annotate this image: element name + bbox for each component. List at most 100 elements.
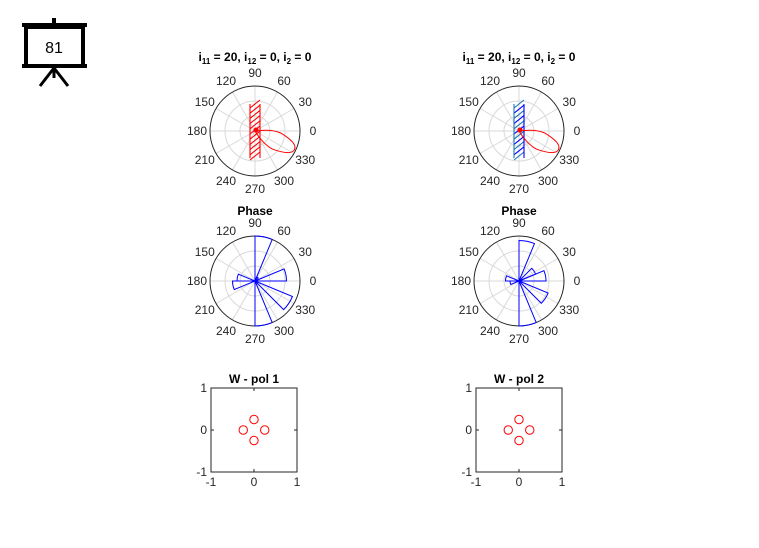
polar-grid-spoke bbox=[518, 241, 542, 282]
chart-title: i11 = 20, i12 = 0, i2 = 0 bbox=[199, 50, 312, 66]
sidelobe-hatch bbox=[513, 99, 525, 109]
phase-sector bbox=[518, 270, 547, 282]
polar-grid-spoke bbox=[496, 91, 520, 132]
angle-tick-label: 300 bbox=[538, 324, 558, 338]
data-point bbox=[503, 425, 513, 435]
angle-tick-label: 180 bbox=[187, 124, 207, 138]
phase-sector bbox=[509, 280, 520, 286]
polar-grid-spoke bbox=[518, 280, 542, 321]
chart-title: W - pol 1 bbox=[229, 372, 279, 386]
x-tick-label: 0 bbox=[251, 475, 258, 489]
polar-grid-spoke bbox=[479, 108, 520, 132]
polar-grid-spoke bbox=[518, 91, 542, 132]
polar-grid-spoke bbox=[479, 258, 520, 282]
angle-tick-label: 0 bbox=[574, 124, 581, 138]
main-lobe bbox=[254, 129, 296, 154]
sidelobe-hatch bbox=[513, 141, 525, 151]
sidelobe-hatch bbox=[249, 130, 261, 140]
y-tick-label: 0 bbox=[200, 423, 207, 437]
angle-tick-label: 180 bbox=[451, 274, 471, 288]
angle-tick-label: 120 bbox=[216, 224, 236, 238]
polar-grid-spoke bbox=[518, 280, 559, 304]
polar-grid-spoke bbox=[479, 280, 520, 304]
sidelobe-hatch bbox=[513, 109, 525, 119]
title-subscript: 2 bbox=[551, 57, 556, 66]
polar-outer-ring bbox=[473, 85, 565, 177]
angle-tick-label: 210 bbox=[195, 153, 215, 167]
angle-tick-label: 330 bbox=[559, 303, 579, 317]
phase-sector bbox=[231, 280, 256, 291]
angle-tick-label: 120 bbox=[216, 74, 236, 88]
sidelobe-hatch bbox=[249, 109, 261, 119]
polar-grid-spoke bbox=[254, 280, 295, 304]
phase-sector bbox=[518, 280, 537, 327]
angle-tick-label: 60 bbox=[541, 224, 555, 238]
angle-tick-label: 60 bbox=[277, 224, 291, 238]
polar-grid-spoke bbox=[496, 280, 520, 321]
y-tick-label: 1 bbox=[465, 381, 472, 395]
angle-tick-label: 60 bbox=[277, 74, 291, 88]
slide-number: 81 bbox=[45, 40, 63, 57]
polar-grid-spoke bbox=[232, 280, 256, 321]
phase-sector bbox=[254, 280, 294, 311]
title-text: = 0 bbox=[555, 50, 576, 64]
chart-title: Phase bbox=[501, 204, 537, 218]
polar-grid-spoke bbox=[254, 130, 295, 154]
title-text: i bbox=[463, 50, 466, 64]
angle-tick-label: 30 bbox=[299, 95, 313, 109]
angle-tick-label: 60 bbox=[541, 74, 555, 88]
sidelobe-hatch bbox=[249, 135, 261, 145]
polar-grid-spoke bbox=[518, 130, 542, 171]
sidelobe-hatch bbox=[249, 120, 261, 130]
title-subscript: 12 bbox=[511, 57, 520, 66]
polar-grid-spoke bbox=[215, 130, 256, 154]
slide-number-badge: 81 bbox=[22, 18, 87, 87]
angle-tick-label: 90 bbox=[248, 216, 262, 230]
polar-grid-spoke bbox=[232, 91, 256, 132]
data-point bbox=[514, 414, 524, 425]
angle-tick-label: 330 bbox=[559, 153, 579, 167]
angle-tick-label: 90 bbox=[512, 216, 526, 230]
polar-grid-spoke bbox=[232, 241, 256, 282]
polar-grid-spoke bbox=[518, 258, 559, 282]
angle-tick-label: 120 bbox=[480, 74, 500, 88]
polar-grid-spoke bbox=[518, 108, 559, 132]
angle-tick-label: 150 bbox=[195, 245, 215, 259]
angle-tick-label: 180 bbox=[451, 124, 471, 138]
angle-tick-label: 240 bbox=[216, 324, 236, 338]
x-tick-label: 1 bbox=[294, 475, 301, 489]
angle-tick-label: 30 bbox=[563, 95, 577, 109]
sidelobe-hatch bbox=[249, 115, 261, 125]
data-point bbox=[514, 435, 524, 446]
angle-tick-label: 210 bbox=[459, 303, 479, 317]
data-point bbox=[249, 414, 259, 425]
y-tick-label: -1 bbox=[196, 465, 207, 479]
y-tick-label: 1 bbox=[200, 381, 207, 395]
title-subscript: 11 bbox=[202, 57, 211, 66]
plot-area-box bbox=[475, 387, 563, 473]
phase-sector bbox=[254, 268, 288, 282]
angle-tick-label: 30 bbox=[563, 245, 577, 259]
chart-title: Phase bbox=[237, 204, 273, 218]
angle-tick-label: 330 bbox=[295, 153, 315, 167]
sidelobe-hatch bbox=[513, 146, 525, 156]
title-text: = 0 bbox=[291, 50, 312, 64]
polar-grid-spoke bbox=[254, 280, 278, 321]
angle-tick-label: 270 bbox=[245, 182, 265, 196]
title-text: = 0, i bbox=[256, 50, 286, 64]
sidelobe-hatch bbox=[249, 104, 261, 114]
y-tick-label: 0 bbox=[465, 423, 472, 437]
data-point bbox=[249, 435, 259, 446]
x-tick-label: 1 bbox=[559, 475, 566, 489]
angle-tick-label: 240 bbox=[216, 174, 236, 188]
title-text: i bbox=[199, 50, 202, 64]
main-lobe bbox=[518, 129, 560, 154]
phase-sector bbox=[254, 235, 273, 282]
angle-tick-label: 240 bbox=[480, 174, 500, 188]
angle-tick-label: 300 bbox=[538, 174, 558, 188]
chart-6: W - pol 2 -1 0 1 -1 0 1 bbox=[461, 372, 565, 489]
angle-tick-label: 150 bbox=[459, 95, 479, 109]
